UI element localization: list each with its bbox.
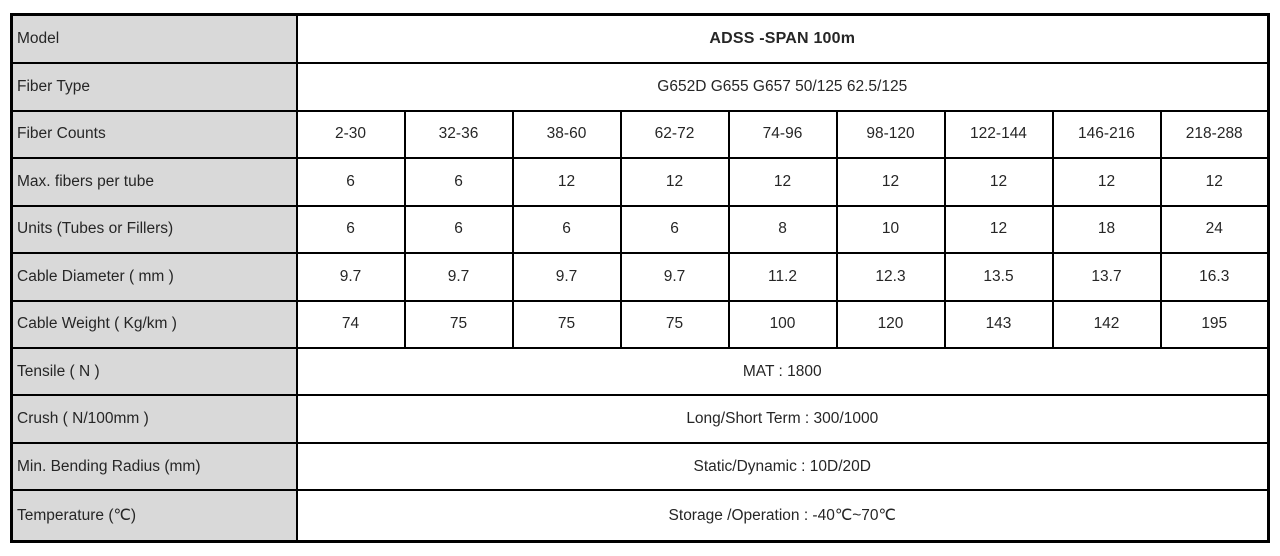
fiber-counts-cell: 122-144 (943, 109, 1054, 160)
row-label-tensile: Tensile ( N ) (10, 346, 298, 397)
fiber-counts-cell: 38-60 (511, 109, 622, 160)
max-fibers-cell: 12 (511, 157, 622, 207)
max-fibers-cell: 12 (727, 157, 838, 207)
table-row-fiber-type: Fiber Type G652D G655 G657 50/125 62.5/1… (10, 62, 1270, 112)
cable-weight-cell: 75 (619, 299, 730, 349)
model-value: ADSS -SPAN 100m (295, 13, 1270, 65)
row-label-model: Model (10, 13, 298, 65)
fiber-counts-cell: 218-288 (1159, 109, 1270, 160)
fiber-counts-cell: 62-72 (619, 109, 730, 160)
cable-weight-cell: 75 (403, 299, 514, 349)
table-row-temperature: Temperature (℃) Storage /Operation : -40… (10, 489, 1270, 543)
cable-weight-cell: 120 (835, 299, 946, 349)
table-row-crush: Crush ( N/100mm ) Long/Short Term : 300/… (10, 394, 1270, 444)
spec-table: Model ADSS -SPAN 100m Fiber Type G652D G… (10, 13, 1270, 543)
units-cell: 6 (295, 204, 406, 255)
units-cell: 6 (511, 204, 622, 255)
table-row-cable-diameter: Cable Diameter ( mm ) 9.7 9.7 9.7 9.7 11… (10, 252, 1270, 302)
row-label-units: Units (Tubes or Fillers) (10, 204, 298, 255)
table-row-max-fibers: Max. fibers per tube 6 6 12 12 12 12 12 … (10, 157, 1270, 207)
table-row-fiber-counts: Fiber Counts 2-30 32-36 38-60 62-72 74-9… (10, 109, 1270, 160)
cable-diameter-cell: 16.3 (1159, 252, 1270, 302)
bending-radius-value: Static/Dynamic : 10D/20D (295, 441, 1270, 492)
fiber-counts-cell: 2-30 (295, 109, 406, 160)
row-label-cable-weight: Cable Weight ( Kg/km ) (10, 299, 298, 349)
units-cell: 6 (403, 204, 514, 255)
row-label-fiber-type: Fiber Type (10, 62, 298, 112)
row-label-crush: Crush ( N/100mm ) (10, 394, 298, 444)
table-row-bending-radius: Min. Bending Radius (mm) Static/Dynamic … (10, 441, 1270, 492)
tensile-value: MAT : 1800 (295, 346, 1270, 397)
units-cell: 24 (1159, 204, 1270, 255)
table-row-cable-weight: Cable Weight ( Kg/km ) 74 75 75 75 100 1… (10, 299, 1270, 349)
fiber-counts-cell: 74-96 (727, 109, 838, 160)
row-label-fiber-counts: Fiber Counts (10, 109, 298, 160)
cable-diameter-cell: 13.7 (1051, 252, 1162, 302)
fiber-counts-cell: 98-120 (835, 109, 946, 160)
cable-diameter-cell: 9.7 (295, 252, 406, 302)
row-label-bending-radius: Min. Bending Radius (mm) (10, 441, 298, 492)
temperature-value: Storage /Operation : -40℃~70℃ (295, 489, 1270, 543)
units-cell: 8 (727, 204, 838, 255)
cable-weight-cell: 142 (1051, 299, 1162, 349)
max-fibers-cell: 12 (835, 157, 946, 207)
fiber-type-value: G652D G655 G657 50/125 62.5/125 (295, 62, 1270, 112)
table-row-tensile: Tensile ( N ) MAT : 1800 (10, 346, 1270, 397)
cable-weight-cell: 195 (1159, 299, 1270, 349)
units-cell: 12 (943, 204, 1054, 255)
table-row-model: Model ADSS -SPAN 100m (10, 13, 1270, 65)
max-fibers-cell: 12 (619, 157, 730, 207)
cable-diameter-cell: 9.7 (403, 252, 514, 302)
crush-value: Long/Short Term : 300/1000 (295, 394, 1270, 444)
cable-diameter-cell: 9.7 (619, 252, 730, 302)
row-label-cable-diameter: Cable Diameter ( mm ) (10, 252, 298, 302)
row-label-max-fibers: Max. fibers per tube (10, 157, 298, 207)
max-fibers-cell: 6 (295, 157, 406, 207)
max-fibers-cell: 6 (403, 157, 514, 207)
units-cell: 18 (1051, 204, 1162, 255)
cable-weight-cell: 74 (295, 299, 406, 349)
cable-diameter-cell: 12.3 (835, 252, 946, 302)
max-fibers-cell: 12 (1051, 157, 1162, 207)
row-label-temperature: Temperature (℃) (10, 489, 298, 543)
cable-diameter-cell: 11.2 (727, 252, 838, 302)
cable-weight-cell: 75 (511, 299, 622, 349)
cable-diameter-cell: 9.7 (511, 252, 622, 302)
table-row-units: Units (Tubes or Fillers) 6 6 6 6 8 10 12… (10, 204, 1270, 255)
units-cell: 6 (619, 204, 730, 255)
max-fibers-cell: 12 (943, 157, 1054, 207)
max-fibers-cell: 12 (1159, 157, 1270, 207)
cable-weight-cell: 100 (727, 299, 838, 349)
cable-diameter-cell: 13.5 (943, 252, 1054, 302)
fiber-counts-cell: 146-216 (1051, 109, 1162, 160)
fiber-counts-cell: 32-36 (403, 109, 514, 160)
units-cell: 10 (835, 204, 946, 255)
cable-weight-cell: 143 (943, 299, 1054, 349)
